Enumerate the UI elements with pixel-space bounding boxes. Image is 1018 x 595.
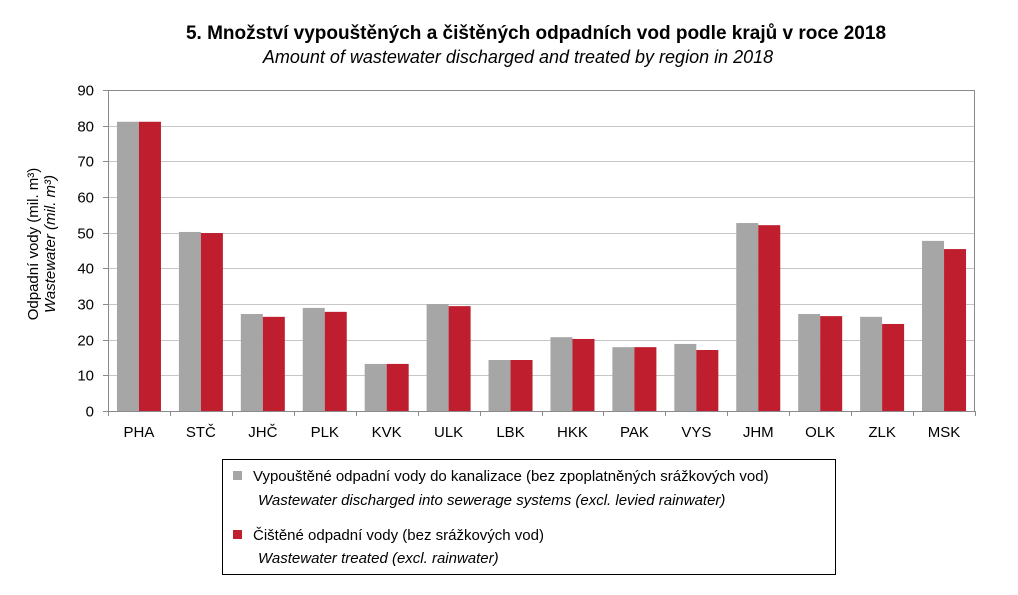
bar-treated-plk (324, 311, 347, 411)
x-tick-label: LBK (496, 424, 524, 441)
legend: Vypouštěné odpadní vody do kanalizace (b… (222, 459, 836, 575)
y-tick-label: 30 (77, 297, 94, 314)
chart-subtitle: Amount of wastewater discharged and trea… (262, 47, 773, 67)
bar-discharged-pak (612, 347, 635, 411)
bar-treated-hkk (572, 338, 595, 411)
y-tick-label: 40 (77, 261, 94, 278)
y-tick-label: 60 (77, 190, 94, 207)
bar-discharged-kvk (364, 363, 387, 411)
y-tick-label: 10 (77, 368, 94, 385)
y-tick-label: 0 (86, 404, 94, 421)
bar-discharged-hkk (550, 337, 573, 411)
x-tick-label: PLK (311, 424, 339, 441)
y-tick-label: 80 (77, 119, 94, 136)
bar-discharged-stč (178, 231, 201, 411)
x-tick-label: VYS (681, 424, 711, 441)
y-tick-label: 20 (77, 333, 94, 350)
bar-treated-jhm (758, 225, 781, 411)
x-tick-label: PAK (620, 424, 649, 441)
bar-treated-zlk (882, 323, 905, 411)
legend-label-discharged-en: Wastewater discharged into sewerage syst… (258, 492, 725, 509)
x-tick-label: OLK (805, 424, 835, 441)
bar-treated-msk (944, 249, 967, 411)
x-tick-label: PHA (124, 424, 155, 441)
legend-box (222, 459, 836, 575)
legend-swatch-treated (233, 530, 242, 539)
x-tick-label: JHČ (248, 424, 277, 441)
bar-treated-lbk (510, 359, 533, 411)
x-tick-label: JHM (743, 424, 774, 441)
bar-discharged-zlk (860, 316, 883, 411)
y-axis-label: Odpadní vody (mil. m³) (25, 168, 42, 321)
legend-label-discharged: Vypouštěné odpadní vody do kanalizace (b… (253, 468, 769, 485)
bar-treated-vys (696, 350, 719, 411)
bar-treated-stč (200, 233, 223, 411)
bar-treated-jhč (262, 316, 285, 411)
x-tick-label: STČ (186, 424, 216, 441)
bar-discharged-lbk (488, 359, 511, 411)
bar-treated-olk (820, 316, 843, 411)
chart-title: 5. Množství vypouštěných a čištěných odp… (186, 23, 886, 44)
bar-discharged-plk (302, 307, 325, 411)
legend-label-treated: Čištěné odpadní vody (bez srážkových vod… (253, 527, 544, 544)
x-tick-label: HKK (557, 424, 588, 441)
x-tick-label: KVK (372, 424, 402, 441)
bar-treated-pha (138, 121, 161, 411)
y-tick-label: 90 (77, 83, 94, 100)
bar-discharged-vys (674, 343, 697, 411)
bar-discharged-jhč (240, 313, 263, 411)
bar-treated-kvk (386, 363, 409, 411)
bars (116, 121, 967, 411)
bar-discharged-ulk (426, 304, 449, 411)
bar-discharged-olk (798, 313, 821, 411)
bar-discharged-msk (922, 240, 945, 411)
bar-treated-ulk (448, 306, 471, 411)
bar-discharged-jhm (736, 223, 759, 411)
x-tick-label: MSK (928, 424, 961, 441)
plot-frame (108, 90, 975, 412)
legend-swatch-discharged (233, 471, 242, 480)
axes: 0 10 20 30 40 50 60 70 80 90 PHA STČ JHČ PLK KVK ULK LBK… (77, 83, 976, 441)
x-tick-label: ZLK (868, 424, 896, 441)
bar-discharged-pha (116, 121, 139, 411)
y-tick-label: 50 (77, 226, 94, 243)
legend-label-treated-en: Wastewater treated (excl. rainwater) (258, 550, 499, 567)
y-tick-label: 70 (77, 154, 94, 171)
bar-treated-pak (634, 347, 657, 411)
x-tick-label: ULK (434, 424, 463, 441)
y-axis-label-en: Wastewater (mil. m³) (42, 175, 59, 313)
